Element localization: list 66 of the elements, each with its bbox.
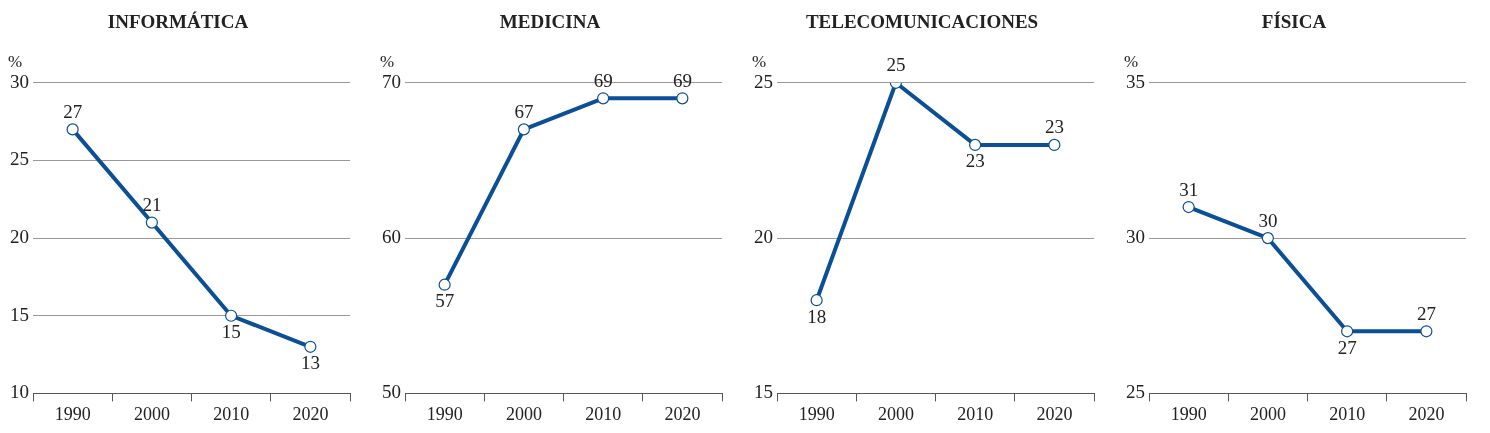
x-tick-label: 1990: [426, 403, 463, 424]
point: [517, 123, 530, 136]
y-tick-label: 30: [1126, 226, 1145, 248]
chart-title: MEDICINA: [499, 11, 601, 33]
y-axis-title: %: [8, 51, 23, 71]
data-label: 23: [1044, 116, 1064, 138]
x-tick-label: 2000: [133, 403, 170, 424]
x-tick-label: 2010: [585, 403, 622, 424]
y-tick-label: 25: [754, 70, 773, 92]
y-axis-title: %: [752, 51, 767, 71]
x-tick-label: 2010: [1329, 403, 1366, 424]
point: [676, 92, 689, 105]
y-tick-label: 70: [382, 70, 401, 92]
y-tick-label: 25: [1126, 381, 1145, 403]
x-tick-label: 1990: [1170, 403, 1207, 424]
x-tick-label: 1990: [798, 403, 835, 424]
point: [1261, 232, 1274, 245]
data-label: 18: [807, 305, 827, 327]
data-label: 13: [300, 352, 320, 374]
data-label: 30: [1258, 209, 1278, 231]
y-tick-label: 10: [10, 381, 29, 403]
data-label: 69: [593, 69, 613, 91]
data-label: 23: [965, 150, 985, 172]
data-label: 21: [142, 194, 162, 216]
y-tick-label: 20: [10, 226, 29, 248]
y-tick-label: 25: [10, 148, 29, 170]
chart-title: TELECOMUNICACIONES: [805, 11, 1039, 33]
x-tick-label: 1990: [54, 403, 91, 424]
data-label: 57: [435, 290, 455, 312]
y-tick-label: 30: [10, 70, 29, 92]
y-tick-label: 50: [382, 381, 401, 403]
x-tick-label: 2000: [505, 403, 542, 424]
point: [438, 278, 451, 291]
x-tick-label: 2010: [213, 403, 250, 424]
x-tick-label: 2010: [957, 403, 994, 424]
y-tick-label: 15: [10, 303, 29, 325]
point: [1420, 325, 1433, 338]
x-tick-label: 2000: [877, 403, 914, 424]
x-tick-label: 2020: [1408, 403, 1445, 424]
y-axis-title: %: [380, 51, 395, 71]
point: [1341, 325, 1354, 338]
data-label: 31: [1179, 178, 1199, 200]
chart-title: INFORMÁTICA: [107, 11, 249, 33]
point: [304, 340, 317, 353]
point: [145, 216, 158, 229]
point: [66, 123, 79, 136]
chart-title: FÍSICA: [1261, 11, 1327, 33]
data-label: 15: [221, 321, 241, 343]
x-tick-label: 2000: [1249, 403, 1286, 424]
x-tick-label: 2020: [664, 403, 701, 424]
y-tick-label: 15: [754, 381, 773, 403]
data-label: 27: [1337, 336, 1357, 358]
point: [1182, 200, 1195, 214]
x-tick-label: 2020: [292, 403, 329, 424]
x-tick-label: 2020: [1036, 403, 1073, 424]
y-tick-label: 20: [754, 226, 773, 248]
data-label: 25: [886, 54, 906, 76]
y-tick-label: 35: [1126, 70, 1145, 92]
data-label: 27: [63, 100, 83, 122]
point: [225, 309, 238, 322]
y-tick-label: 60: [382, 226, 401, 248]
data-label: 67: [514, 100, 534, 122]
data-label: 27: [1416, 302, 1436, 324]
data-label: 69: [672, 69, 692, 91]
point: [597, 92, 610, 105]
y-axis-title: %: [1124, 51, 1139, 71]
